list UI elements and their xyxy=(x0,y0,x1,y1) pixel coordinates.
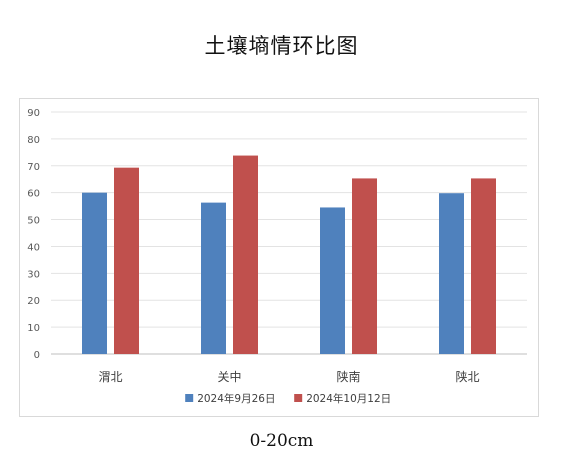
y-tick-label: 0 xyxy=(34,350,40,361)
y-tick-label: 60 xyxy=(27,189,40,200)
legend-label: 2024年9月26日 xyxy=(197,392,275,405)
bar-series-1 xyxy=(439,193,464,354)
y-tick-label: 40 xyxy=(27,242,40,253)
bar-series-2 xyxy=(471,178,496,354)
x-category-label: 陕北 xyxy=(455,369,479,384)
y-tick-label: 30 xyxy=(27,269,40,280)
bar-series-2 xyxy=(352,178,377,354)
legend-swatch xyxy=(294,394,303,402)
legend-label: 2024年10月12日 xyxy=(306,392,391,405)
page-title: 土壤墒情环比图 xyxy=(204,34,359,58)
bar-series-1 xyxy=(82,192,107,354)
bar-series-1 xyxy=(201,202,226,354)
bar-series-2 xyxy=(233,155,258,354)
x-category-label: 关中 xyxy=(217,369,241,384)
depth-caption: 0-20cm xyxy=(249,431,314,451)
x-category-label: 陕南 xyxy=(336,369,360,384)
x-category-label: 渭北 xyxy=(98,370,122,384)
y-tick-label: 80 xyxy=(27,135,40,146)
y-tick-label: 50 xyxy=(27,216,40,227)
bar-series-1 xyxy=(320,207,345,354)
y-tick-label: 20 xyxy=(27,296,40,307)
y-tick-label: 10 xyxy=(27,323,40,334)
bar-series-2 xyxy=(114,167,139,354)
legend-swatch xyxy=(185,394,194,402)
y-tick-label: 90 xyxy=(27,108,40,119)
y-tick-label: 70 xyxy=(27,162,40,173)
